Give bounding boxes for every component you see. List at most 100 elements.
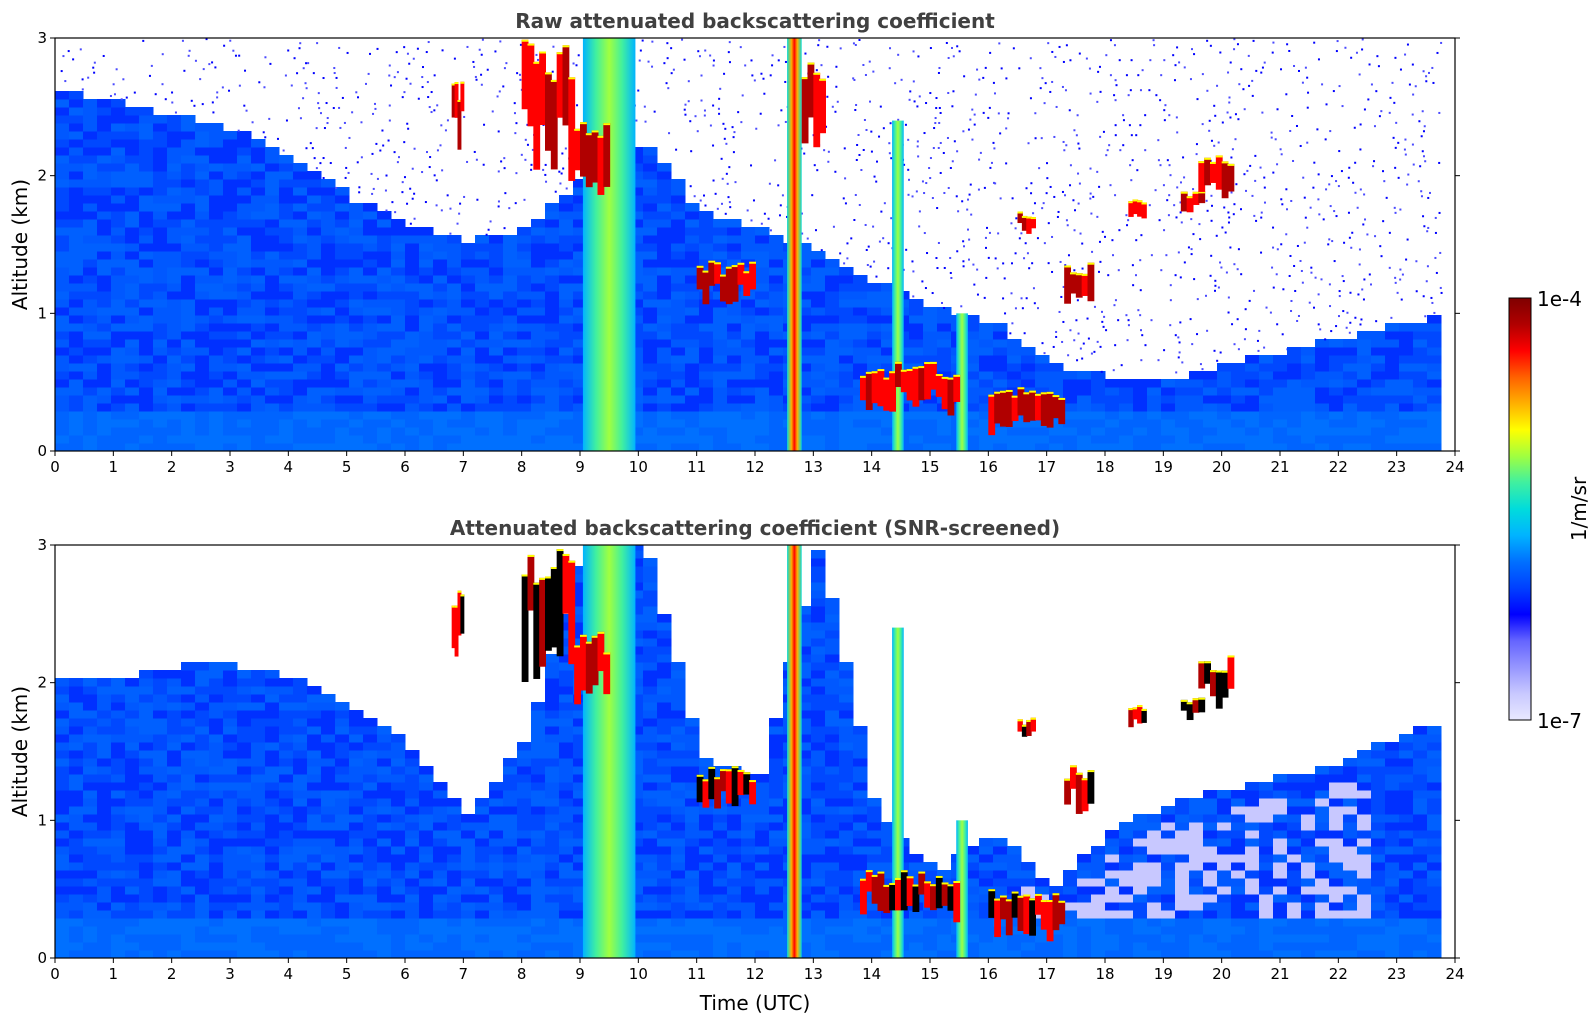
heatmap-cell	[153, 347, 168, 356]
heatmap-cell	[279, 846, 294, 855]
heatmap-cell	[1329, 419, 1344, 428]
heatmap-cell	[531, 307, 546, 316]
heatmap-cell	[307, 918, 322, 927]
noise-speckle	[155, 93, 157, 95]
heatmap-cell	[153, 387, 168, 396]
noise-speckle	[995, 257, 997, 259]
heatmap-cell	[993, 331, 1008, 340]
noise-speckle	[1240, 208, 1242, 210]
noise-speckle	[1202, 123, 1204, 125]
noise-speckle	[1091, 251, 1093, 253]
noise-speckle	[199, 78, 201, 80]
heatmap-cell	[265, 203, 280, 212]
heatmap-cell	[55, 726, 70, 735]
heatmap-cell	[839, 435, 854, 444]
heatmap-cell	[419, 411, 434, 420]
noise-speckle	[1178, 251, 1180, 253]
heatmap-cell	[335, 443, 350, 452]
noise-speckle	[1144, 149, 1146, 151]
heatmap-cell	[727, 227, 742, 236]
heatmap-cell	[251, 846, 266, 855]
noise-speckle	[1271, 267, 1273, 269]
heatmap-cell	[685, 291, 700, 300]
noise-speckle	[1007, 117, 1009, 119]
heatmap-cell	[321, 403, 336, 412]
cloud-segment	[539, 51, 546, 125]
heatmap-cell	[559, 283, 574, 292]
heatmap-cell	[195, 323, 210, 332]
noise-speckle	[457, 223, 459, 225]
noise-speckle	[1027, 252, 1029, 254]
heatmap-cell	[237, 894, 252, 903]
heatmap-cell	[237, 155, 252, 164]
noise-speckle	[1231, 323, 1233, 325]
noise-speckle	[1211, 220, 1213, 222]
noise-speckle	[403, 46, 405, 48]
noise-speckle	[968, 129, 970, 131]
heatmap-cell	[1217, 443, 1232, 452]
cloud-edge	[907, 369, 914, 371]
heatmap-cell	[279, 187, 294, 196]
heatmap-cell	[1091, 371, 1106, 380]
heatmap-cell	[293, 934, 308, 943]
noise-speckle	[1041, 207, 1043, 209]
noise-speckle	[1072, 199, 1074, 201]
heatmap-cell	[307, 251, 322, 260]
heatmap-cell	[83, 862, 98, 871]
heatmap-cell	[335, 347, 350, 356]
heatmap-cell	[265, 195, 280, 204]
heatmap-cell	[1217, 379, 1232, 388]
heatmap-cell	[685, 211, 700, 220]
heatmap-cell	[293, 862, 308, 871]
heatmap-cell	[307, 814, 322, 823]
heatmap-cell	[321, 710, 336, 719]
heatmap-cell	[153, 702, 168, 711]
heatmap-cell	[125, 155, 140, 164]
heatmap-cell	[377, 427, 392, 436]
noise-speckle	[823, 149, 825, 151]
noise-speckle	[858, 154, 860, 156]
noise-speckle	[1066, 44, 1068, 46]
heatmap-cell	[293, 806, 308, 815]
noise-speckle	[908, 194, 910, 196]
heatmap-cell	[55, 99, 70, 108]
heatmap-cell	[475, 355, 490, 364]
noise-speckle	[728, 51, 730, 53]
noise-speckle	[365, 83, 367, 85]
heatmap-cell	[867, 283, 882, 292]
heatmap-cell	[475, 387, 490, 396]
heatmap-cell	[279, 758, 294, 767]
heatmap-cell	[181, 187, 196, 196]
heatmap-cell	[293, 315, 308, 324]
heatmap-cell	[237, 934, 252, 943]
heatmap-cell	[293, 291, 308, 300]
noise-speckle	[821, 249, 823, 251]
heatmap-cell	[111, 347, 126, 356]
noise-speckle	[530, 169, 532, 171]
heatmap-cell	[1273, 387, 1288, 396]
heatmap-cell	[685, 363, 700, 372]
heatmap-cell	[1007, 339, 1022, 348]
heatmap-cell	[713, 435, 728, 444]
noise-speckle	[690, 150, 692, 152]
noise-speckle	[976, 269, 978, 271]
heatmap-cell	[1287, 371, 1302, 380]
heatmap-cell	[489, 379, 504, 388]
heatmap-cell	[153, 411, 168, 420]
noise-speckle	[1178, 356, 1180, 358]
heatmap-cell	[55, 227, 70, 236]
noise-speckle	[1409, 84, 1411, 86]
heatmap-cell	[755, 403, 770, 412]
heatmap-cell	[321, 758, 336, 767]
heatmap-cell	[923, 347, 938, 356]
heatmap-cell	[55, 275, 70, 284]
heatmap-cell	[517, 235, 532, 244]
heatmap-cell	[363, 411, 378, 420]
noise-speckle	[956, 250, 958, 252]
heatmap-cell	[671, 355, 686, 364]
heatmap-cell	[321, 870, 336, 879]
x-tick-label: 5	[342, 458, 352, 476]
heatmap-cell	[251, 782, 266, 791]
heatmap-cell	[125, 203, 140, 212]
heatmap-cell	[853, 339, 868, 348]
